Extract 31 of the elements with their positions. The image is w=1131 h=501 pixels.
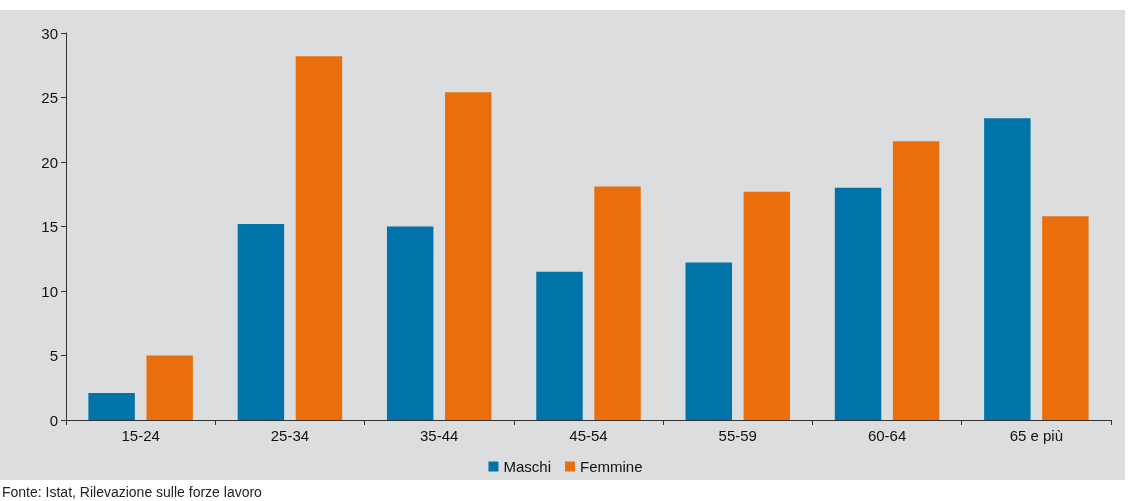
x-tick-label: 45-54: [569, 427, 608, 444]
bar: [146, 355, 193, 420]
source-note: Fonte: Istat, Rilevazione sulle forze lavoro: [2, 484, 263, 500]
x-tick-label: 55-59: [718, 427, 757, 444]
bar: [1042, 216, 1089, 420]
bar: [834, 187, 882, 420]
x-tick-label: 15-24: [121, 427, 160, 444]
bar: [892, 141, 940, 420]
bar: [743, 191, 791, 420]
legend-label: Maschi: [503, 458, 551, 475]
y-tick-label: 30: [41, 24, 58, 42]
y-tick-label: 25: [41, 89, 58, 106]
y-tick-label: 5: [49, 347, 58, 364]
bar: [88, 392, 135, 420]
legend-label: Femmine: [580, 458, 643, 475]
bar: [295, 56, 343, 420]
bar: [237, 223, 285, 420]
x-tick-label: 35-44: [420, 427, 459, 444]
bar: [386, 226, 434, 420]
bar: [984, 118, 1031, 420]
x-tick-label: 65 e più: [1009, 427, 1064, 444]
x-tick-label: 25-34: [270, 427, 310, 444]
bar: [445, 92, 492, 420]
y-tick-label: 10: [41, 282, 58, 300]
bar: [685, 262, 732, 420]
y-tick-label: 20: [41, 153, 58, 171]
y-tick-label: 0: [49, 411, 58, 429]
y-tick-label: 15: [41, 218, 58, 235]
bar: [594, 186, 641, 420]
x-tick-label: 60-64: [867, 427, 907, 444]
bar: [536, 271, 583, 420]
